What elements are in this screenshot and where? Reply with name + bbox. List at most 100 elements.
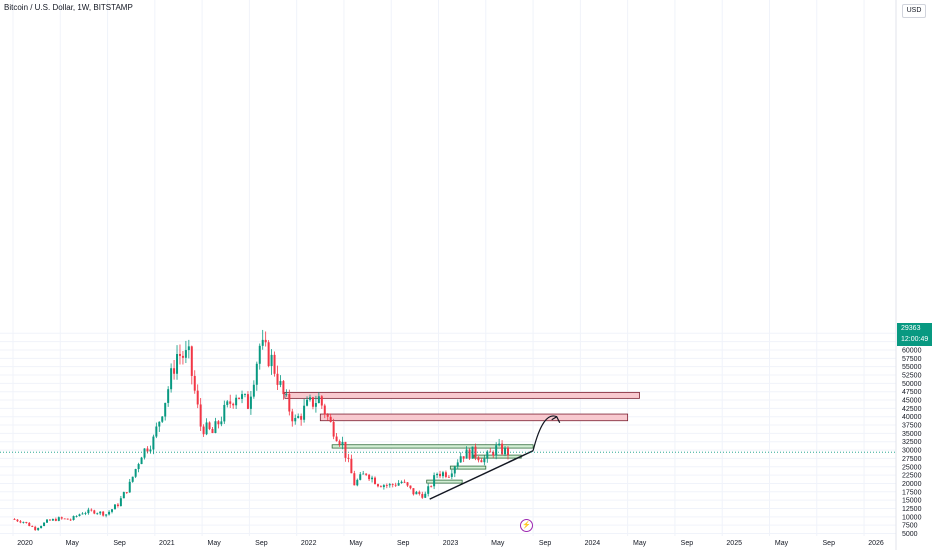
candle-body — [444, 472, 447, 477]
candle-body — [447, 476, 450, 478]
candle-body — [25, 521, 28, 523]
candle-body — [134, 469, 137, 477]
time-axis[interactable]: 2020 May Sep 2021 May Sep 2022 May Sep 2023 May Sep… — [17, 540, 884, 547]
grid-lines — [0, 0, 896, 536]
candle-body — [465, 449, 468, 459]
y-tick-label: 25000 — [902, 464, 922, 471]
y-tick-label: 50000 — [902, 381, 922, 388]
candle-body — [246, 394, 249, 409]
candle-body — [323, 405, 326, 415]
candle-body — [258, 345, 261, 364]
candle-body — [341, 441, 344, 445]
y-tick-label: 10000 — [902, 514, 922, 521]
x-tick-label: May — [633, 540, 647, 547]
y-tick-label: 40000 — [902, 414, 922, 421]
candle-body — [31, 526, 34, 527]
x-tick-label: Sep — [397, 540, 410, 547]
candle-body — [37, 528, 40, 530]
candle-body — [196, 390, 199, 405]
candle-body — [400, 481, 403, 484]
x-tick-label: 2026 — [868, 540, 884, 547]
candle-body — [143, 448, 146, 458]
chart-title: Bitcoin / U.S. Dollar, 1W, BITSTAMP — [4, 3, 133, 12]
candle-body — [164, 402, 167, 417]
candle-body — [471, 446, 474, 459]
candle-body — [276, 373, 279, 385]
candle-body — [270, 354, 273, 367]
x-tick-label: Sep — [255, 540, 268, 547]
candle-body — [46, 519, 49, 523]
candle-body — [314, 403, 317, 407]
candle-body — [350, 458, 353, 474]
candle-body — [63, 518, 66, 520]
candle-body — [60, 517, 63, 519]
candle-body — [385, 485, 388, 486]
candle-body — [220, 421, 223, 425]
candle-body — [102, 511, 105, 516]
candle-body — [273, 354, 276, 374]
candle-body — [279, 381, 282, 385]
candle-body — [223, 404, 226, 422]
candle-body — [19, 521, 22, 523]
candle-body — [214, 421, 217, 434]
candle-body — [326, 414, 329, 417]
candle-body — [116, 504, 119, 507]
y-tick-label: 17500 — [902, 489, 922, 496]
candle-body — [205, 422, 208, 435]
candle-body — [232, 403, 235, 406]
candle-body — [48, 519, 51, 521]
candle-body — [137, 464, 140, 470]
candle-body — [415, 491, 418, 495]
candle-body — [128, 481, 131, 493]
candle-body — [424, 493, 427, 498]
candle-body — [486, 451, 489, 459]
candle-body — [184, 350, 187, 358]
candle-body — [51, 518, 54, 521]
candle-body — [96, 513, 99, 515]
candle-body — [57, 517, 60, 521]
candle-body — [187, 346, 190, 351]
x-tick-label: May — [775, 540, 789, 547]
candle-body — [492, 452, 495, 456]
candle-body — [111, 509, 114, 512]
candle-body — [468, 449, 471, 459]
support-zone — [449, 465, 487, 470]
candle-body — [365, 473, 368, 475]
lightning-bolt-icon[interactable]: ⚡ — [520, 519, 533, 532]
candle-body — [249, 396, 252, 409]
candle-body — [353, 473, 356, 486]
drawings-layer — [0, 415, 896, 500]
x-tick-label: May — [66, 540, 80, 547]
y-tick-label: 60000 — [902, 347, 922, 354]
candle-body — [181, 355, 184, 358]
x-tick-label: Sep — [823, 540, 836, 547]
candle-body — [99, 511, 102, 514]
y-tick-label: 37500 — [902, 423, 922, 430]
y-tick-label: 32500 — [902, 439, 922, 446]
candle-body — [374, 477, 377, 485]
candle-body — [329, 416, 332, 422]
candle-body — [456, 462, 459, 467]
candle-body — [433, 475, 436, 487]
candle-body — [40, 526, 43, 529]
y-tick-label: 57500 — [902, 356, 922, 363]
candle-body — [243, 394, 246, 395]
candle-body — [344, 441, 347, 458]
x-tick-label: May — [349, 540, 363, 547]
candle-body — [140, 457, 143, 465]
currency-button[interactable]: USD — [902, 4, 926, 18]
candle-body — [436, 473, 439, 476]
candle-body — [54, 518, 57, 521]
candle-body — [427, 486, 430, 494]
candle-body — [459, 456, 462, 463]
y-tick-label: 35000 — [902, 431, 922, 438]
candle-body — [261, 339, 264, 346]
candle-body — [504, 447, 507, 455]
x-tick-label: Sep — [681, 540, 694, 547]
candle-body — [78, 514, 81, 517]
price-axis[interactable]: 6500062500600005750055000525005000047500… — [902, 331, 922, 538]
y-tick-label: 22500 — [902, 473, 922, 480]
candle-body — [43, 522, 46, 527]
resistance-zone — [319, 413, 629, 422]
